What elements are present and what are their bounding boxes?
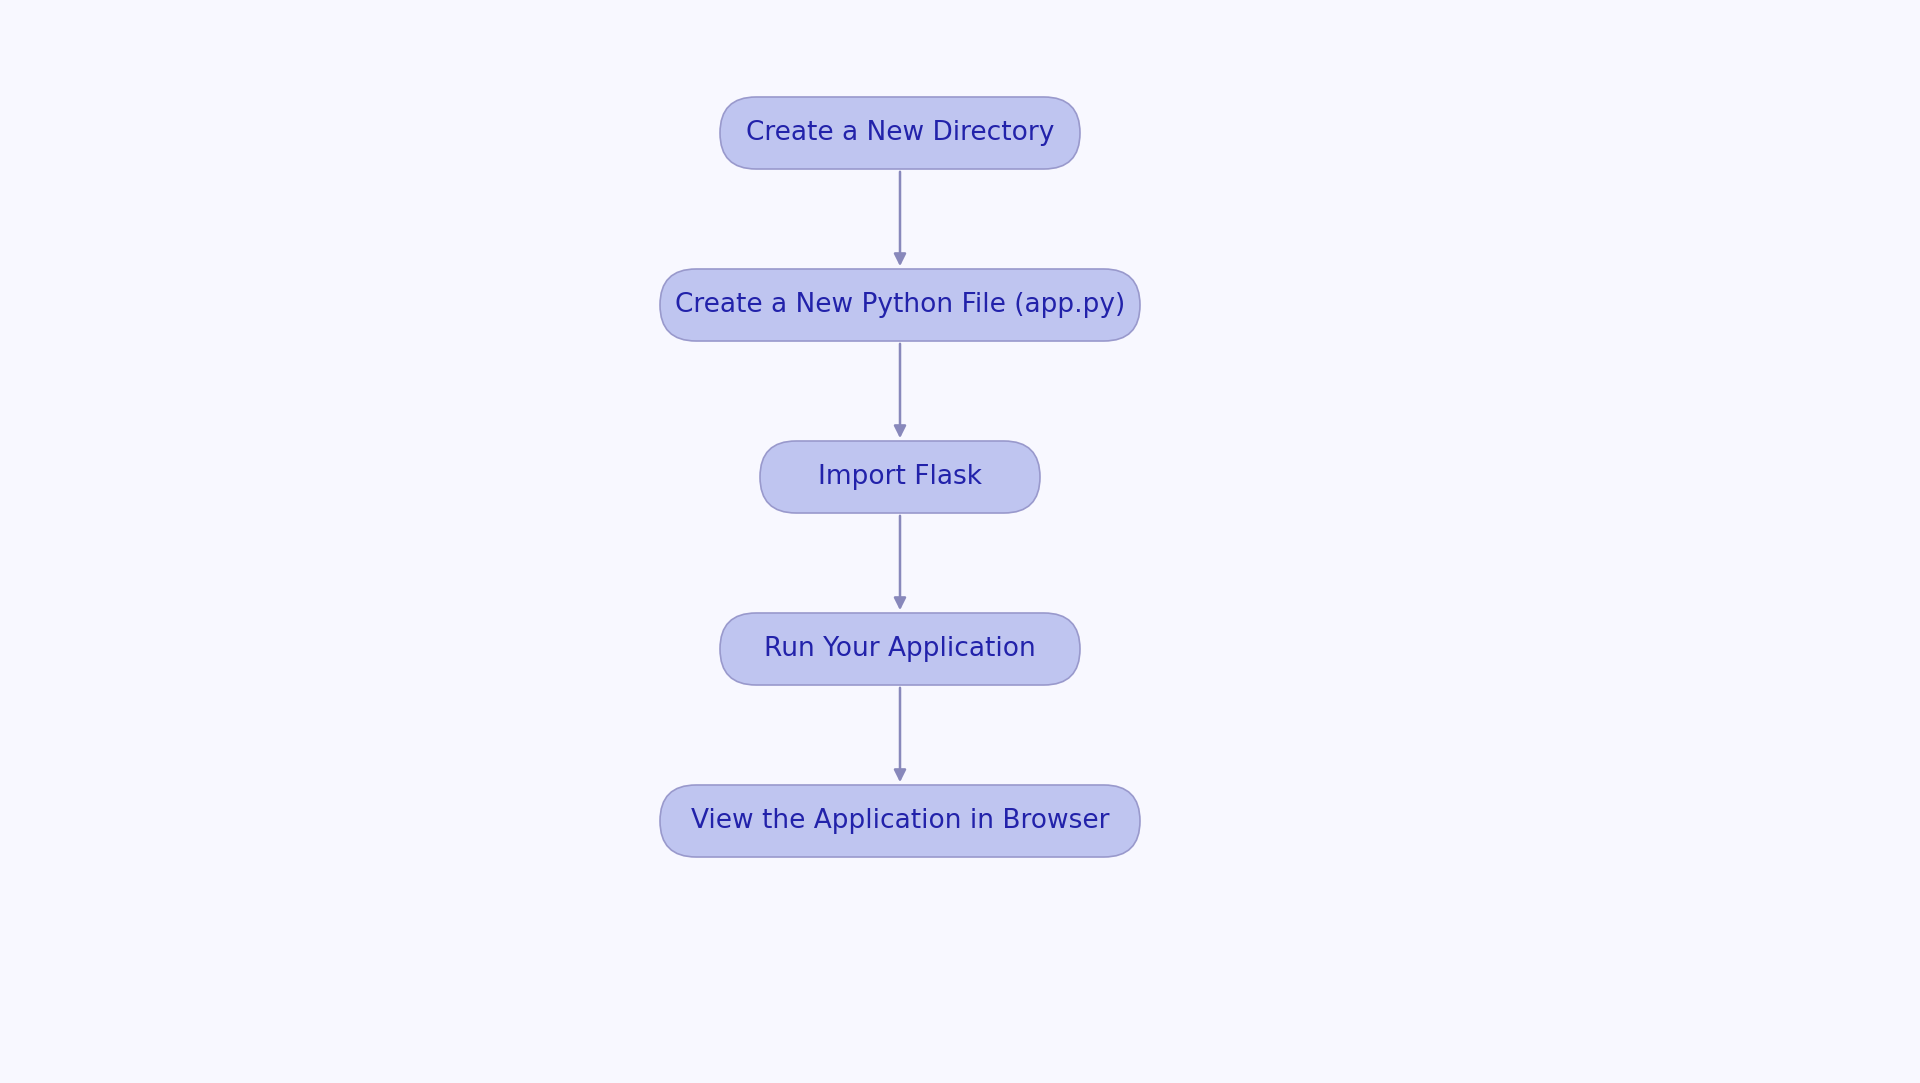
FancyBboxPatch shape [660,785,1140,857]
Text: Import Flask: Import Flask [818,464,981,490]
FancyBboxPatch shape [660,269,1140,341]
Text: View the Application in Browser: View the Application in Browser [691,808,1110,834]
FancyBboxPatch shape [720,97,1079,169]
FancyBboxPatch shape [760,441,1041,513]
FancyBboxPatch shape [720,613,1079,686]
Text: Create a New Python File (app.py): Create a New Python File (app.py) [674,292,1125,318]
Text: Create a New Directory: Create a New Directory [745,120,1054,146]
Text: Run Your Application: Run Your Application [764,636,1037,662]
